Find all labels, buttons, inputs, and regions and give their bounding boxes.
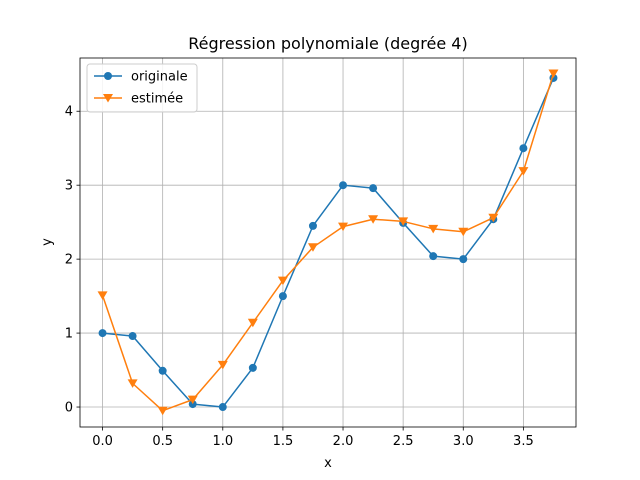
- data-point-originale: [429, 252, 438, 261]
- x-axis-label: x: [324, 456, 332, 471]
- data-point-originale: [459, 255, 468, 264]
- x-tick-label: 1.5: [273, 434, 294, 449]
- x-tick-label: 3.0: [453, 434, 474, 449]
- y-tick-label: 1: [65, 327, 73, 342]
- x-tick-label: 1.0: [212, 434, 233, 449]
- data-point-originale: [128, 332, 137, 341]
- x-tick-label: 3.5: [513, 434, 534, 449]
- data-point-originale: [339, 181, 348, 190]
- y-axis-label: y: [40, 238, 55, 246]
- data-point-originale: [158, 366, 167, 375]
- data-point-estimée: [247, 318, 258, 328]
- data-point-estimée: [97, 291, 108, 300]
- data-point-originale: [308, 221, 317, 230]
- data-point-estimée: [157, 406, 168, 416]
- data-point-estimée: [277, 276, 288, 286]
- legend: originale estimée: [86, 63, 198, 113]
- plot-area: 0.0 0.5 1.0 1.5 2.0 2.5 3.0 3.5 0 1 2 3 4 originale es…: [65, 57, 577, 449]
- x-tick-label: 2.0: [333, 434, 354, 449]
- y-tick-label: 3: [65, 179, 73, 194]
- data-point-estimée: [368, 215, 379, 224]
- legend-label-estimée: estimée: [131, 92, 183, 107]
- x-tick-label: 2.5: [393, 434, 414, 449]
- data-point-estimée: [458, 227, 469, 237]
- data-point-originale: [519, 144, 528, 153]
- axes-frame: [79, 57, 577, 428]
- legend-marker-originale: [104, 72, 112, 80]
- data-point-originale: [248, 363, 257, 372]
- data-point-estimée: [518, 167, 529, 176]
- data-point-originale: [278, 292, 287, 301]
- data-point-estimée: [398, 217, 409, 226]
- data-point-estimée: [338, 222, 349, 232]
- y-tick-label: 4: [65, 105, 73, 120]
- x-tick-label: 0.5: [152, 434, 173, 449]
- data-point-estimée: [127, 379, 138, 388]
- data-point-estimée: [217, 360, 228, 370]
- data-point-estimée: [187, 395, 198, 405]
- x-tick-label: 0.0: [92, 434, 113, 449]
- legend-label-originale: originale: [131, 70, 188, 85]
- series-line-originale: [102, 77, 555, 408]
- y-tick-label: 2: [65, 253, 73, 268]
- series-line-estimée: [101, 73, 555, 412]
- data-point-estimée: [548, 69, 559, 79]
- data-point-originale: [98, 329, 107, 338]
- y-tick-label: 0: [65, 401, 73, 416]
- data-point-estimée: [488, 213, 499, 223]
- data-point-estimée: [307, 243, 318, 252]
- data-point-originale: [218, 403, 227, 412]
- chart-title: Régression polynomiale (degrée 4): [188, 34, 467, 53]
- data-point-estimée: [428, 224, 439, 234]
- legend-marker-estimée: [103, 94, 113, 103]
- data-point-originale: [369, 184, 378, 193]
